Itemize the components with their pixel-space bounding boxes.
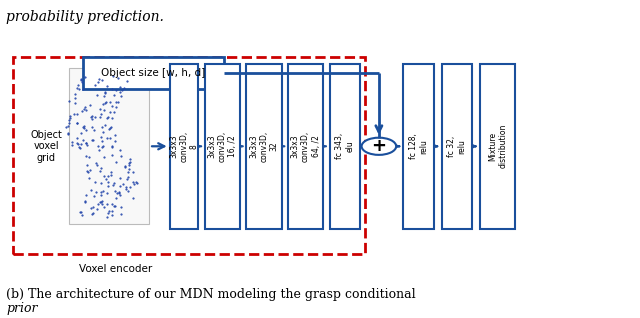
Text: probability prediction.: probability prediction. (6, 10, 164, 24)
Text: Object
voxel
grid: Object voxel grid (30, 130, 62, 163)
Circle shape (362, 138, 396, 155)
FancyBboxPatch shape (170, 64, 198, 229)
Text: fc 128,
relu: fc 128, relu (409, 133, 428, 159)
FancyBboxPatch shape (83, 57, 224, 89)
FancyBboxPatch shape (69, 68, 149, 224)
Text: 3x3x3
conv3D,
32: 3x3x3 conv3D, 32 (249, 131, 279, 162)
FancyBboxPatch shape (442, 64, 472, 229)
FancyBboxPatch shape (205, 64, 240, 229)
FancyBboxPatch shape (480, 64, 515, 229)
Text: fc 343,
elu: fc 343, elu (335, 133, 355, 159)
Text: 3x3x3
conv3D,
64, /2: 3x3x3 conv3D, 64, /2 (291, 131, 321, 162)
FancyBboxPatch shape (246, 64, 282, 229)
FancyBboxPatch shape (330, 64, 360, 229)
Text: Mixture
distribution: Mixture distribution (488, 124, 508, 169)
FancyBboxPatch shape (288, 64, 323, 229)
Text: Voxel encoder: Voxel encoder (79, 264, 152, 274)
Text: prior: prior (6, 302, 38, 315)
Text: fc 32,
relu: fc 32, relu (447, 136, 467, 157)
Text: Object size [w, h, d]: Object size [w, h, d] (102, 68, 205, 78)
Text: 3x3x3
conv3D,
8: 3x3x3 conv3D, 8 (169, 131, 199, 162)
Text: +: + (371, 137, 387, 155)
Text: 3x3x3
conv3D,
16, /2: 3x3x3 conv3D, 16, /2 (207, 131, 237, 162)
Text: (b) The architecture of our MDN modeling the grasp conditional: (b) The architecture of our MDN modeling… (6, 287, 416, 301)
FancyBboxPatch shape (403, 64, 434, 229)
